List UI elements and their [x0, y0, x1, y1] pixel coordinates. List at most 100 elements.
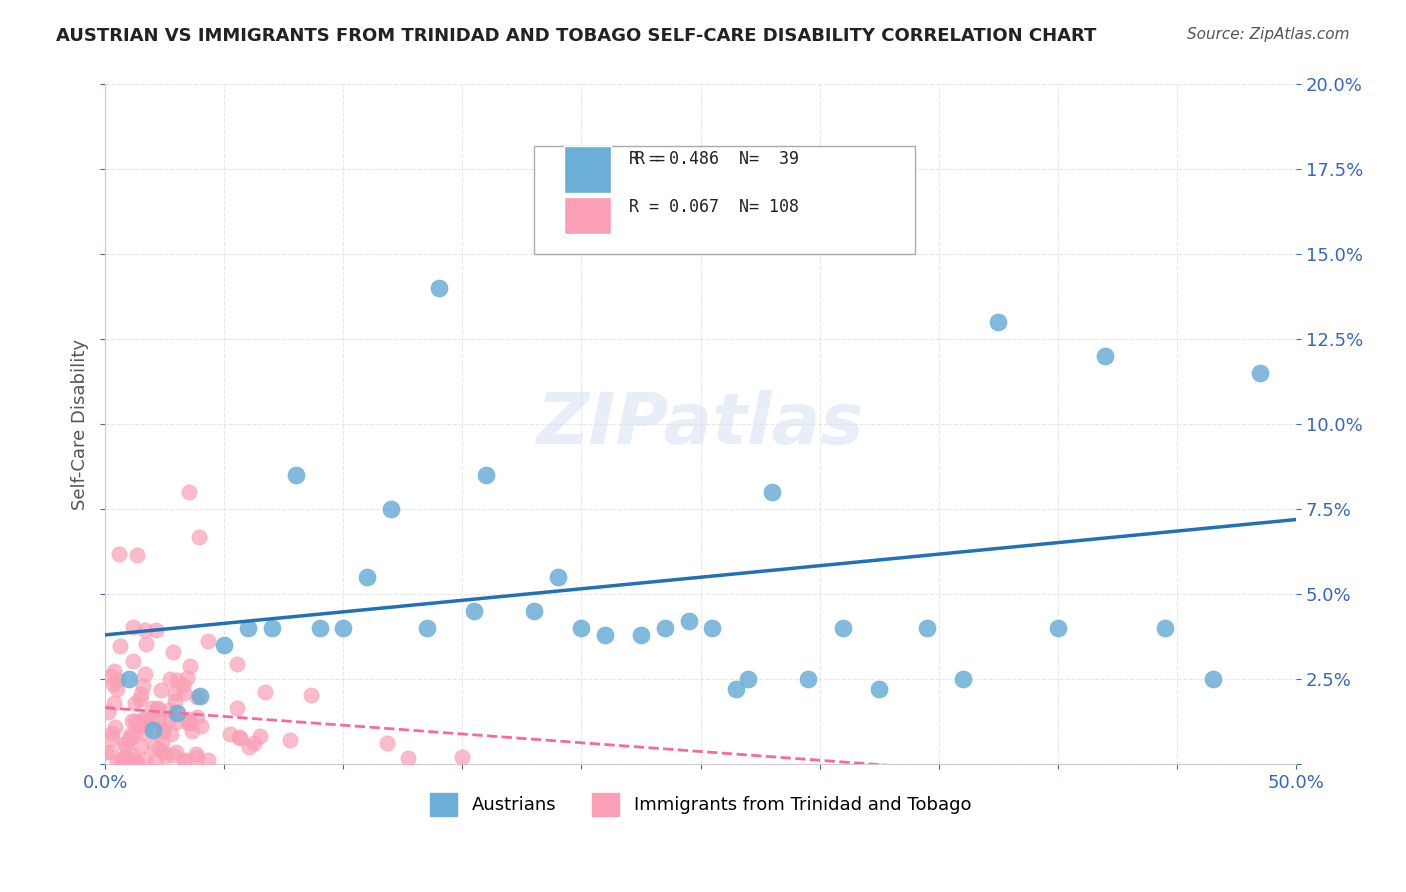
Text: Source: ZipAtlas.com: Source: ZipAtlas.com [1187, 27, 1350, 42]
Point [97, 706, 120, 720]
Point [107, 673, 129, 687]
Point [214, 638, 236, 652]
Text: AUSTRIAN VS IMMIGRANTS FROM TRINIDAD AND TOBAGO SELF-CARE DISABILITY CORRELATION: AUSTRIAN VS IMMIGRANTS FROM TRINIDAD AND… [56, 27, 1097, 45]
Point [125, 717, 148, 731]
Point [186, 690, 208, 704]
Point [463, 604, 485, 618]
Point [129, 692, 152, 706]
Point [172, 678, 194, 692]
Text: R = 0.486  N=  39: R = 0.486 N= 39 [628, 150, 799, 169]
Point [142, 739, 165, 753]
Point [229, 731, 252, 746]
Point [1201, 672, 1223, 686]
Point [475, 468, 498, 483]
Point [141, 713, 163, 727]
Point [186, 710, 208, 724]
Point [148, 714, 170, 729]
Point [157, 714, 180, 728]
Point [299, 688, 322, 702]
Point [173, 754, 195, 768]
Point [160, 727, 183, 741]
Point [152, 745, 174, 759]
Point [152, 723, 174, 738]
Text: R =: R = [636, 150, 675, 169]
Point [105, 682, 128, 697]
Y-axis label: Self-Care Disability: Self-Care Disability [72, 339, 89, 509]
Point [987, 315, 1010, 329]
Point [122, 655, 145, 669]
Point [356, 570, 378, 584]
Point [120, 752, 142, 766]
Point [654, 621, 676, 635]
Point [451, 750, 474, 764]
Point [702, 621, 724, 635]
Point [308, 621, 330, 635]
Point [121, 747, 143, 762]
Point [249, 729, 271, 743]
Point [226, 657, 249, 671]
Point [120, 755, 142, 769]
Point [155, 749, 177, 764]
Point [127, 548, 149, 562]
Point [132, 680, 155, 694]
Point [105, 756, 128, 771]
Point [112, 738, 135, 752]
Point [796, 672, 818, 686]
Point [280, 732, 302, 747]
Point [103, 677, 125, 691]
Point [121, 620, 143, 634]
Point [152, 724, 174, 739]
Point [103, 664, 125, 678]
Point [131, 714, 153, 728]
Point [108, 547, 131, 561]
Point [179, 715, 201, 730]
Point [228, 730, 250, 744]
Point [165, 694, 187, 708]
Point [761, 485, 783, 500]
Point [176, 671, 198, 685]
Point [415, 621, 437, 635]
Point [173, 686, 195, 700]
Point [112, 753, 135, 767]
Point [915, 621, 938, 635]
Point [162, 747, 184, 762]
Point [121, 714, 143, 728]
Point [114, 751, 136, 765]
Point [238, 739, 260, 754]
Point [134, 725, 156, 739]
Point [141, 701, 163, 715]
FancyBboxPatch shape [564, 145, 612, 194]
Point [101, 726, 124, 740]
Point [868, 682, 890, 697]
Point [832, 621, 855, 635]
Point [129, 719, 152, 733]
Point [132, 712, 155, 726]
Point [159, 703, 181, 717]
Point [165, 745, 187, 759]
FancyBboxPatch shape [564, 196, 612, 234]
Point [166, 706, 188, 720]
Point [630, 628, 652, 642]
Point [124, 696, 146, 710]
Point [243, 736, 266, 750]
Point [100, 669, 122, 683]
Point [110, 752, 132, 766]
Point [114, 749, 136, 764]
Point [396, 751, 419, 765]
Point [120, 728, 142, 742]
Point [952, 672, 974, 686]
Point [159, 672, 181, 686]
Point [134, 623, 156, 637]
Legend: Austrians, Immigrants from Trinidad and Tobago: Austrians, Immigrants from Trinidad and … [423, 786, 979, 822]
Point [101, 731, 124, 745]
Point [197, 753, 219, 767]
Point [737, 672, 759, 686]
Point [104, 720, 127, 734]
Point [179, 712, 201, 726]
Point [523, 604, 546, 618]
Point [131, 687, 153, 701]
Point [114, 738, 136, 752]
Point [165, 686, 187, 700]
Point [103, 696, 125, 710]
Point [143, 754, 166, 768]
